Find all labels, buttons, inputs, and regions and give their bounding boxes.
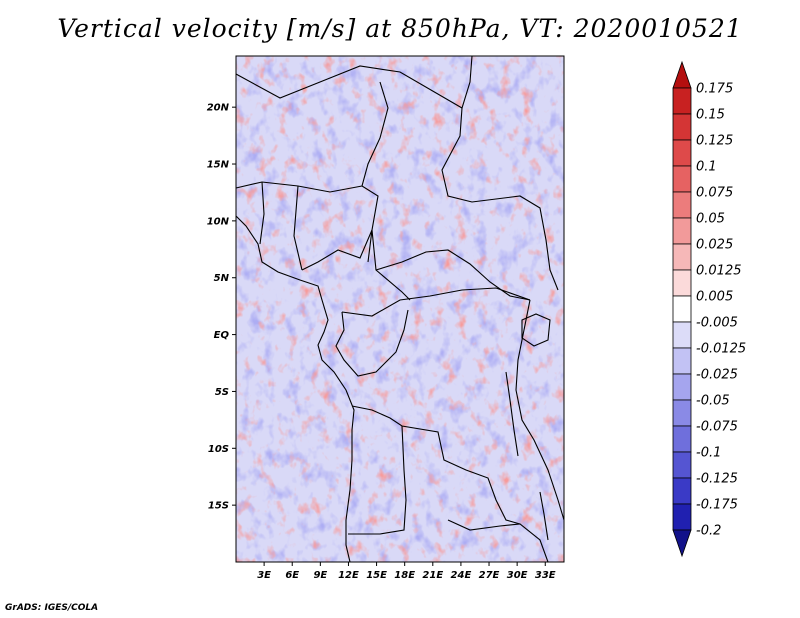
border-congo-gabon [335,309,409,377]
colorbar-label: 0.0125 [696,264,742,279]
colorbar-label: -0.075 [696,420,738,435]
ascent-field [236,56,564,562]
colorbar-swatch [672,503,692,531]
colorbar-swatch [672,269,692,297]
colorbar-swatch [672,477,692,505]
lon-tick-label: 33E [535,570,556,581]
map-frame [235,55,565,563]
colorbar-swatch [672,321,692,349]
colorbar-label: -0.175 [696,498,738,513]
colorbar-swatch [672,347,692,375]
lon-tick-label: 3E [257,570,271,581]
lat-tick-label: EQ [214,330,230,341]
colorbar-label: -0.1 [696,446,721,461]
colorbar-label: 0.125 [696,134,733,149]
lake-victoria [521,313,551,347]
colorbar-swatch [672,165,692,193]
lake-malawi [539,491,549,541]
grads-credit: GrADS: IGES/COLA [5,603,99,613]
colorbar-label: -0.0125 [696,342,746,357]
colorbar-swatch [672,373,692,401]
colorbar-label: -0.005 [696,316,738,331]
border-drc-angola [351,405,521,525]
colorbar-swatch [672,295,692,323]
colorbar-swatch [672,399,692,427]
lon-tick-label: 24E [451,570,472,581]
colorbar-label: -0.05 [696,394,730,409]
colorbar-swatch [672,217,692,245]
border-north-africa [235,55,473,109]
lat-tick-label: 15N [207,160,230,171]
lon-tick-label: 6E [285,570,299,581]
border-angola-zambia [348,425,407,535]
lon-tick-label: 15E [366,570,387,581]
colorbar-swatch [672,87,692,115]
colorbar-swatch [672,60,692,89]
border-car [375,249,531,301]
longitude-axis: 3E 6E 9E 12E 15E 18E 21E 24E 27E 30E 33E [257,562,556,581]
colorbar-label: 0.05 [696,212,725,227]
lat-tick-label: 5S [215,387,229,398]
colorbar-swatch [672,113,692,141]
chart-title: Vertical velocity [m/s] at 850hPa, VT: 2… [57,14,743,43]
coastline-west [235,215,355,563]
colorbar-swatch [672,425,692,453]
colorbar-label: -0.125 [696,472,738,487]
colorbar-swatch [672,451,692,479]
lat-tick-label: 10N [207,216,230,227]
colorbar-label: 0.075 [696,186,733,201]
lon-tick-label: 30E [507,570,528,581]
border-nigeria [259,181,303,271]
border-niger-chad [361,81,389,263]
colorbar-label: -0.2 [696,524,721,539]
border-zambia-south [447,519,549,563]
lat-tick-label: 15S [208,501,229,512]
colorbar: 0.175 0.15 0.125 0.1 0.075 0.05 0.025 0.0125 0.0… [672,60,746,558]
lon-tick-label: 9E [313,570,327,581]
lon-tick-label: 18E [394,570,415,581]
colorbar-swatch [672,529,692,558]
colorbar-label: -0.025 [696,368,738,383]
latitude-axis: 20N 15N 10N 5N EQ 5S 10S 15S [207,103,236,512]
colorbar-label: 0.175 [696,82,733,97]
colorbar-label: 0.1 [696,160,717,175]
lon-tick-label: 12E [338,570,359,581]
lon-tick-label: 21E [422,570,443,581]
colorbar-label: 0.15 [696,108,725,123]
colorbar-swatch [672,191,692,219]
lat-tick-label: 10S [208,444,229,455]
vertical-velocity-field [236,56,564,562]
lake-tanganyika [505,371,519,457]
colorbar-swatch [672,139,692,167]
colorbar-label: 0.025 [696,238,733,253]
lat-tick-label: 20N [207,103,230,114]
map-plot-area: 20N 15N 10N 5N EQ 5S 10S 15S 3E 6E 9E 12E 15E 18E 21E… [207,55,565,581]
border-congo-basin [341,287,531,317]
colorbar-swatch [672,243,692,271]
lat-tick-label: 5N [214,273,230,284]
country-borders [235,55,565,563]
border-east-africa [515,299,565,521]
border-cameroon [301,229,411,301]
border-libya-sudan [441,107,559,291]
lon-tick-label: 27E [479,570,500,581]
colorbar-label: 0.005 [696,290,733,305]
